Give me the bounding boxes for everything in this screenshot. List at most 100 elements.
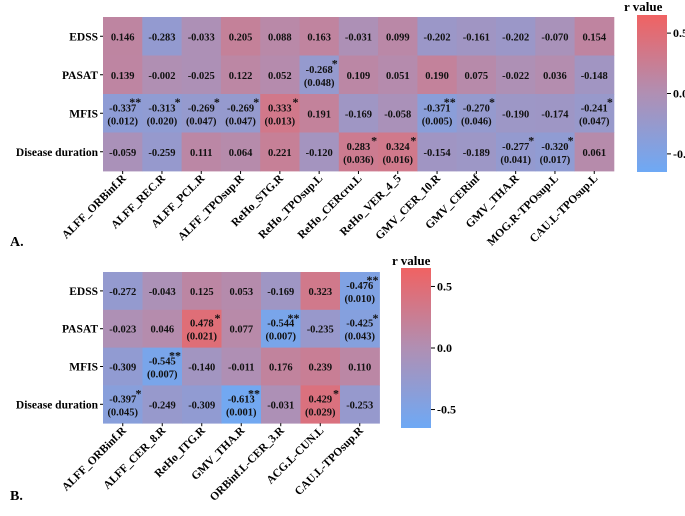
cell-p-value-label: (0.047) — [186, 116, 217, 127]
cell-value-label: -0.202 — [423, 32, 450, 43]
cell-value-label: 0.088 — [268, 32, 292, 43]
significance-star-label: * — [607, 95, 613, 109]
cell-value-label: 0.239 — [308, 363, 332, 374]
cell-value-label: 0.061 — [582, 148, 606, 159]
row-label: EDSS — [69, 286, 98, 298]
colorbar-title: r value — [624, 0, 663, 14]
panel-label: A. — [10, 235, 24, 250]
cell-value-label: 0.221 — [268, 148, 292, 159]
cell-value-label: -0.043 — [149, 287, 176, 298]
heatmap-cell — [181, 132, 222, 172]
cell-value-label: 0.429 — [308, 394, 332, 405]
cell-value-label: -0.120 — [306, 148, 333, 159]
row-label: Disease duration — [16, 399, 99, 411]
cell-p-value-label: (0.046) — [461, 116, 492, 127]
significance-star-label: ** — [288, 311, 300, 325]
cell-p-value-label: (0.017) — [540, 155, 571, 166]
cell-value-label: -0.059 — [109, 148, 136, 159]
cell-value-label: -0.313 — [148, 103, 175, 114]
column-label: CAU.L-TPOsup.R — [293, 424, 367, 498]
heatmap-cell — [181, 55, 222, 95]
heatmap-cell — [417, 94, 458, 133]
cell-value-label: 0.205 — [229, 32, 253, 43]
heatmap-cell — [181, 17, 222, 56]
cell-value-label: -0.190 — [502, 109, 529, 120]
heatmap-cell — [103, 55, 143, 95]
row-label: PASAT — [62, 70, 98, 82]
significance-star-label: ** — [367, 273, 379, 287]
cell-p-value-label: (0.045) — [107, 407, 138, 418]
heatmap-cell — [182, 309, 222, 348]
heatmap-cell — [496, 55, 536, 95]
row-label: PASAT — [62, 324, 98, 336]
cell-value-label: -0.235 — [307, 325, 334, 336]
colorbar-tick-label: -0.5 — [673, 147, 685, 161]
heatmap-cell — [338, 55, 379, 95]
column-label: CAU.L-TPOsup.L — [528, 172, 601, 245]
heatmap-cell — [142, 347, 183, 386]
heatmap-cell — [299, 55, 340, 95]
heatmap-cell — [182, 385, 222, 424]
heatmap-cell — [535, 17, 575, 56]
heatmap-cell — [260, 55, 300, 95]
cell-value-label: -0.371 — [423, 103, 450, 114]
cell-value-label: 0.075 — [465, 71, 489, 82]
cell-value-label: -0.070 — [541, 32, 568, 43]
cell-value-label: 0.163 — [307, 32, 331, 43]
cell-p-value-label: (0.043) — [344, 332, 375, 343]
heatmap-cell — [496, 17, 536, 56]
cell-value-label: -0.544 — [267, 319, 295, 330]
cell-value-label: -0.269 — [188, 103, 215, 114]
heatmap-cell — [535, 94, 575, 133]
row-label: Disease duration — [16, 147, 99, 159]
cell-value-label: 0.111 — [190, 148, 212, 159]
heatmap-cell — [220, 132, 261, 172]
cell-p-value-label: (0.047) — [225, 116, 256, 127]
heatmap-cell — [340, 347, 380, 386]
heatmap-cell — [574, 94, 615, 133]
row-label: EDSS — [69, 31, 98, 43]
cell-value-label: 0.176 — [269, 363, 293, 374]
heatmap-cell — [535, 132, 575, 172]
heatmap-cell — [220, 55, 261, 95]
cell-value-label: 0.323 — [308, 287, 332, 298]
significance-star-label: * — [528, 134, 534, 148]
significance-star-label: ** — [129, 95, 141, 109]
significance-star-label: * — [410, 134, 416, 148]
cell-value-label: -0.268 — [306, 65, 333, 76]
significance-star-label: * — [333, 386, 339, 400]
cell-value-label: -0.025 — [188, 71, 215, 82]
cell-value-label: 0.036 — [543, 71, 567, 82]
heatmap-cell — [260, 17, 300, 56]
cell-value-label: -0.309 — [188, 400, 215, 411]
cell-value-label: -0.425 — [346, 319, 373, 330]
cell-value-label: 0.110 — [348, 363, 371, 374]
heatmap-cell — [574, 17, 615, 56]
cell-p-value-label: (0.016) — [382, 155, 413, 166]
cell-value-label: -0.022 — [502, 71, 529, 82]
column-label: ALFF_TPOsup.R — [176, 172, 247, 243]
heatmap-cell — [456, 55, 497, 95]
column-label: ORBinf.L-CER_3.R — [208, 424, 287, 503]
heatmap-cell — [142, 132, 182, 172]
cell-value-label: -0.283 — [148, 32, 175, 43]
cell-p-value-label: (0.048) — [304, 78, 335, 89]
significance-star-label: * — [215, 311, 221, 325]
cell-value-label: 0.283 — [347, 142, 371, 153]
cell-value-label: -0.023 — [109, 325, 136, 336]
heatmap-cell — [261, 347, 301, 386]
cell-value-label: -0.058 — [384, 109, 411, 120]
colorbar-tick-label: 0.5 — [673, 26, 685, 40]
row-label: MFIS — [69, 108, 98, 120]
cell-value-label: -0.241 — [581, 103, 608, 114]
cell-value-label: -0.154 — [423, 148, 451, 159]
significance-star-label: * — [293, 95, 299, 109]
heatmap-cell — [340, 385, 380, 424]
cell-value-label: -0.272 — [109, 287, 136, 298]
cell-p-value-label: (0.021) — [186, 332, 217, 343]
cell-value-label: 0.052 — [268, 71, 292, 82]
cell-value-label: 0.478 — [190, 319, 214, 330]
heatmap-cell — [221, 385, 262, 424]
heatmap-cell — [103, 94, 143, 133]
heatmap-cell — [220, 94, 261, 133]
